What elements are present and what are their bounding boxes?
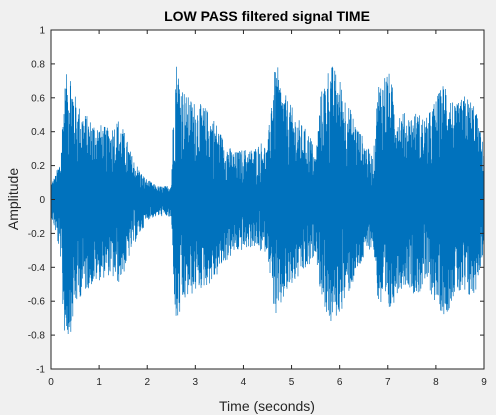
y-tick-label: -0.2 (28, 229, 46, 240)
chart-title: LOW PASS filtered signal TIME (164, 8, 370, 24)
x-tick-label: 9 (481, 377, 487, 388)
signal-series (50, 66, 485, 335)
x-axis-label: Time (seconds) (219, 398, 315, 414)
x-tick-label: 3 (193, 377, 199, 388)
x-tick-label: 5 (289, 377, 295, 388)
x-tick-label: 8 (433, 377, 439, 388)
y-tick-label: -1 (36, 365, 45, 376)
y-tick-label: -0.4 (28, 263, 46, 274)
y-tick-label: -0.8 (28, 331, 46, 342)
y-axis: -1 -0.8 -0.6 -0.4 -0.2 0 0.2 0.4 0.6 0.8 1 (28, 26, 484, 376)
x-tick-label: 0 (48, 377, 54, 388)
y-tick-label: -0.6 (28, 297, 46, 308)
x-tick-label: 4 (241, 377, 247, 388)
y-tick-label: 1 (39, 26, 45, 37)
y-tick-label: 0.4 (31, 127, 45, 138)
y-tick-label: 0.6 (31, 93, 45, 104)
x-tick-label: 7 (385, 377, 391, 388)
y-tick-label: 0 (39, 195, 45, 206)
y-tick-label: 0.8 (31, 59, 45, 70)
x-tick-label: 6 (337, 377, 343, 388)
x-axis: 0 1 2 3 4 5 6 7 8 9 (48, 30, 487, 388)
y-axis-label: Amplitude (5, 168, 21, 230)
y-tick-label: 0.2 (31, 161, 45, 172)
x-tick-label: 1 (96, 377, 102, 388)
x-tick-label: 2 (144, 377, 150, 388)
signal-line (50, 66, 485, 335)
